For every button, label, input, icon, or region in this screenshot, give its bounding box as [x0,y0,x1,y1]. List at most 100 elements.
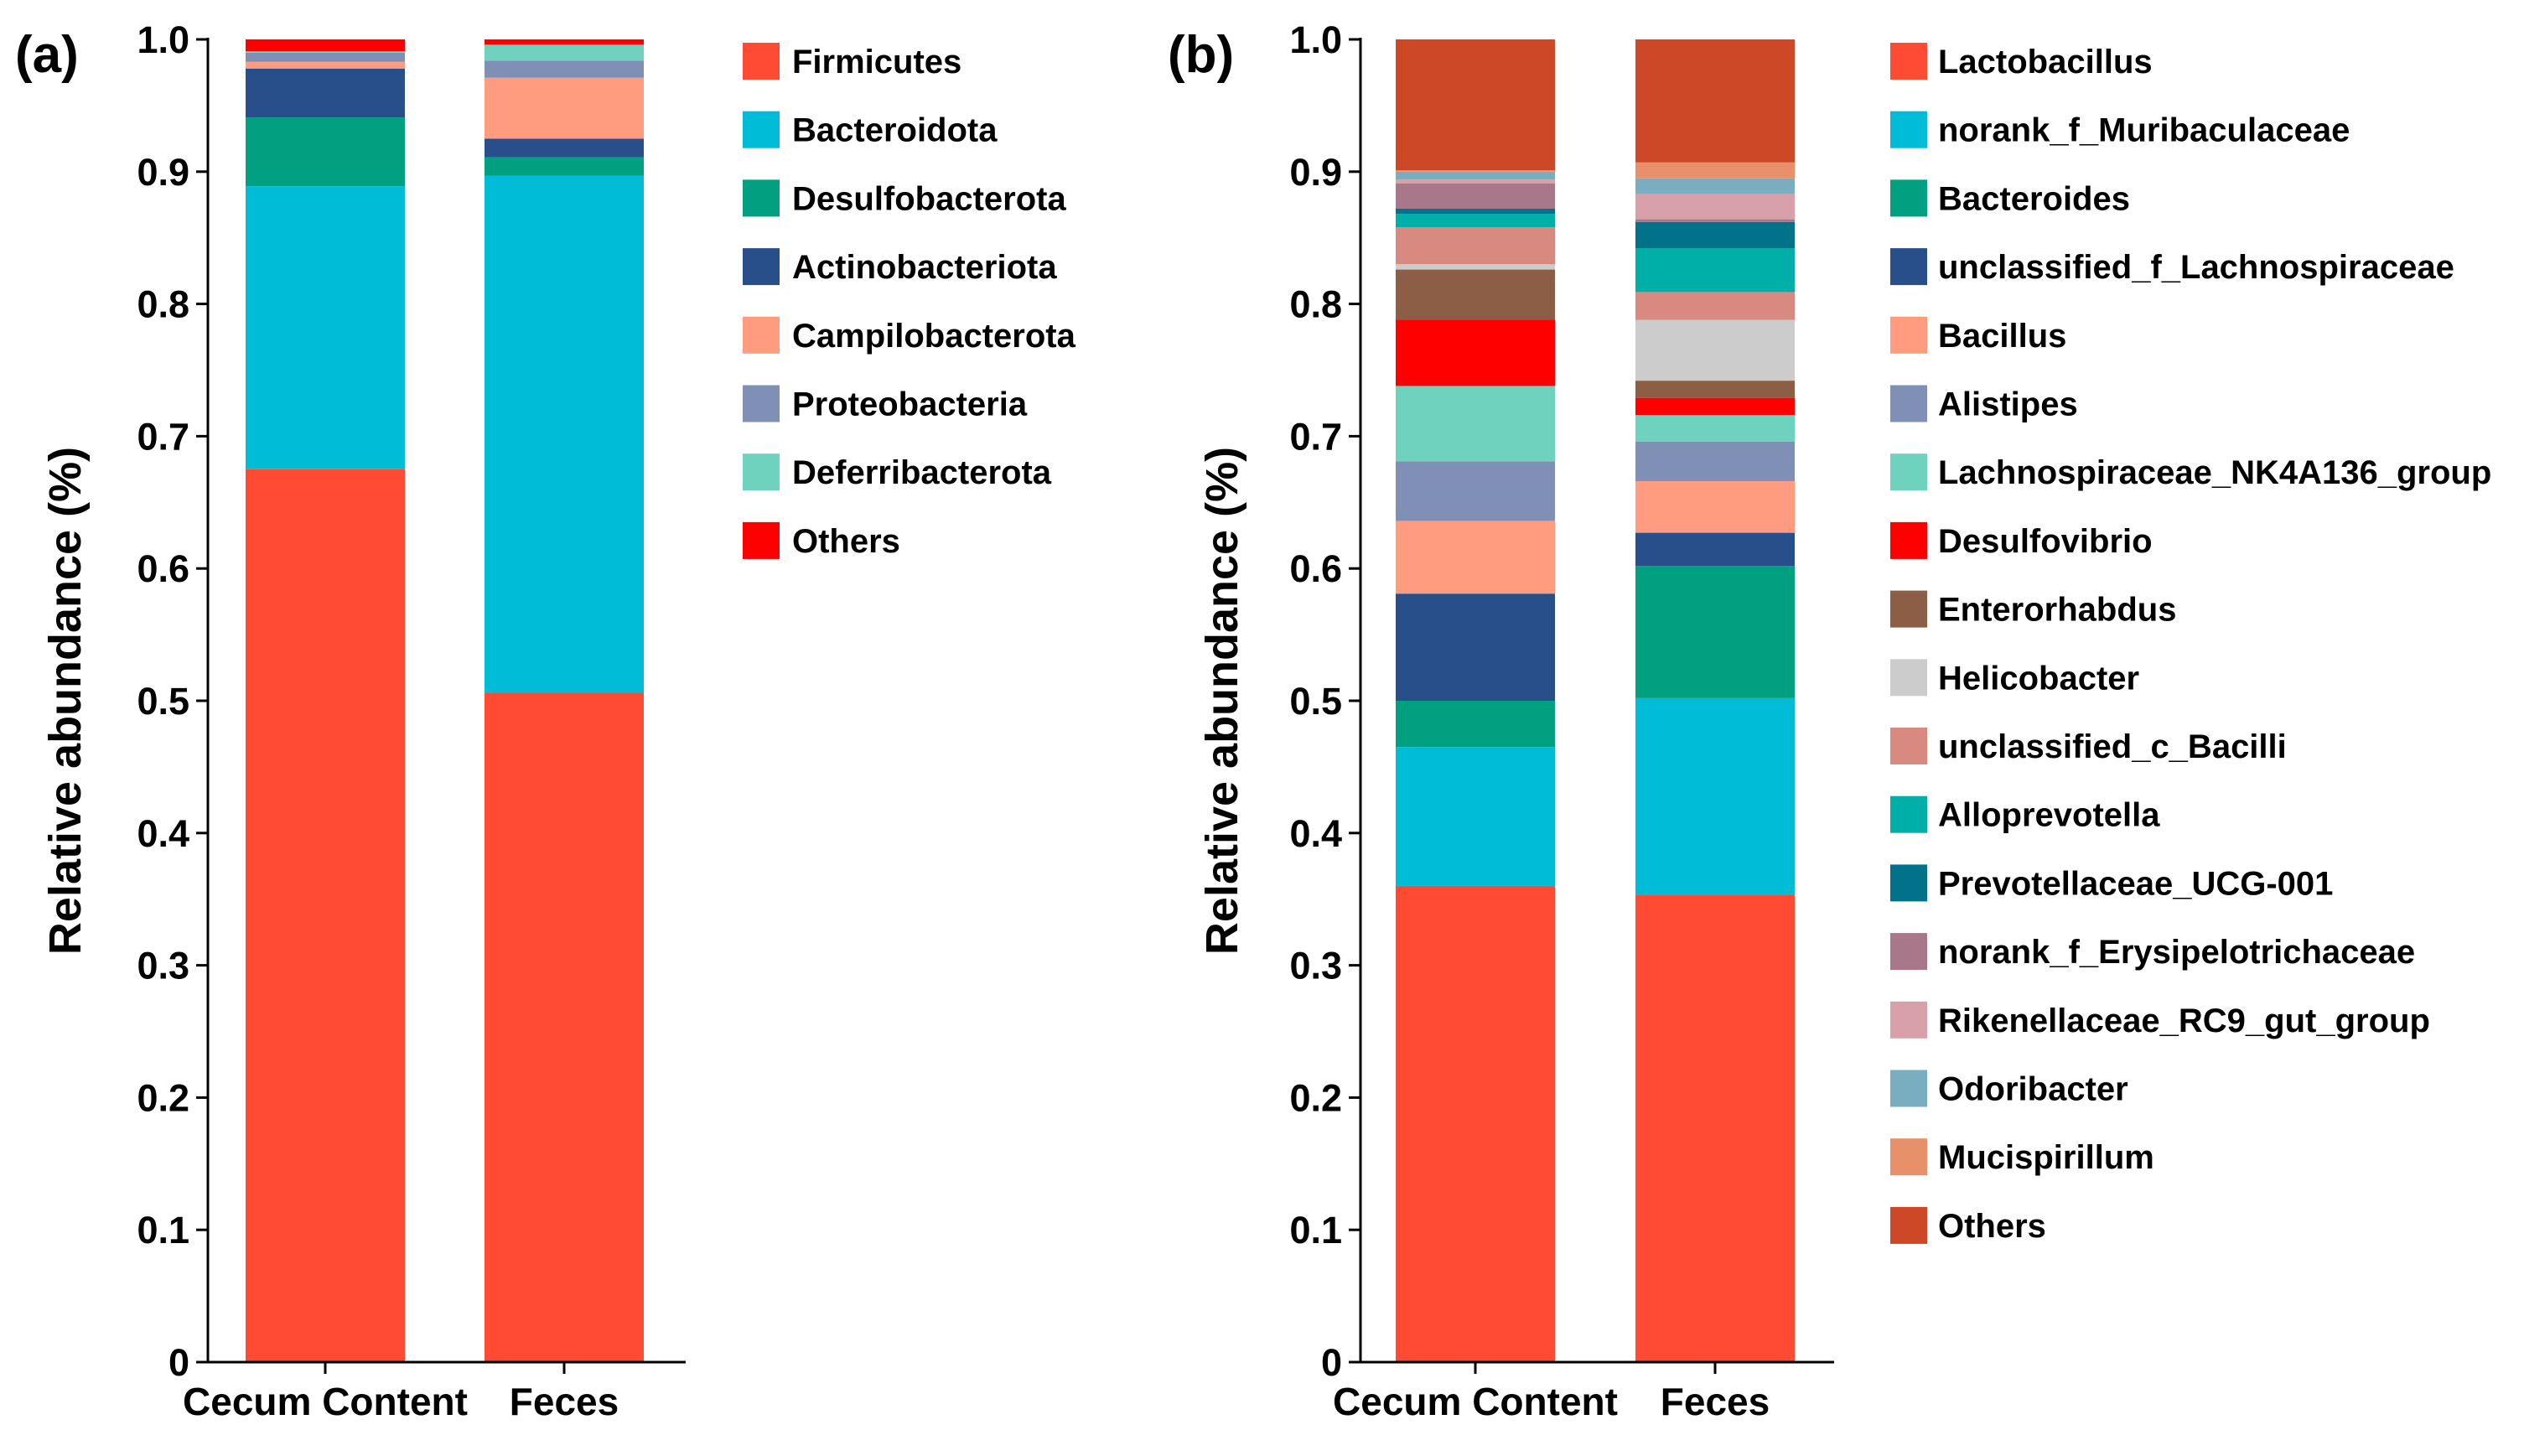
legend-label: Others [792,523,900,560]
y-tick-label: 0.4 [1289,812,1342,855]
legend-swatch [1890,385,1927,422]
bar-segment-2-10 [1635,319,1795,381]
bar-segment-1-3 [246,117,405,187]
y-tick-label: 0.7 [137,415,189,458]
legend-swatch [743,111,780,148]
bar-segment-1-7 [246,51,405,53]
chart-panel-1: (a) 0 0.1 0.2 0.3 0.4 0.5 0.6 0.7 0.8 0.9 1.0 Cecum … [15,18,1076,1423]
legend-swatch [1890,590,1927,628]
legend-label: Campilobacterota [792,318,1076,355]
bar-segment-1-4 [246,68,405,118]
bar-segment-1-6 [1396,461,1555,521]
legend-swatch [743,179,780,217]
legend-label: unclassified_c_Bacilli [1938,728,2287,765]
x-tick-label: Feces [510,1380,619,1423]
legend-swatch [1890,1206,1927,1244]
bar-segment-2-4 [1635,532,1795,567]
y-tick-label: 0 [1321,1341,1342,1384]
legend-label: Bacillus [1938,318,2066,355]
legend-label: Alloprevotella [1938,797,2160,834]
legend-swatch [1890,1070,1927,1107]
legend-label: unclassified_f_Lachnospiraceae [1938,249,2454,286]
legend-label: Desulfovibrio [1938,523,2153,560]
bar-segment-2-5 [1635,481,1795,533]
legend-swatch [1890,453,1927,491]
y-tick-label: 0.7 [1289,415,1342,458]
bar-segment-1-5 [246,61,405,69]
y-tick-label: 1.0 [137,18,189,61]
legend-label: Actinobacteriota [792,249,1057,286]
y-tick-label: 0.8 [1289,283,1342,326]
legend-swatch [743,385,780,422]
x-tick-label: Cecum Content [183,1380,468,1423]
legend-label: Firmicutes [792,44,961,80]
legend-label: Proteobacteria [792,386,1028,423]
bar-segment-2-16 [1635,178,1795,194]
legend-swatch [743,453,780,491]
bar-segment-1-7 [1396,386,1555,462]
bar-segment-1-8 [246,39,405,52]
y-tick-label: 0.5 [137,680,189,723]
y-tick-label: 0.3 [137,945,189,987]
y-tick-label: 0.1 [1289,1209,1342,1251]
x-tick-label: Cecum Content [1333,1380,1618,1423]
bar-segment-2-8 [485,39,644,45]
y-axis-title: Relative abundance (%) [1197,447,1247,955]
bar-segment-1-1 [246,469,405,1362]
bar-segment-2-6 [1635,441,1795,482]
bar-segment-2-2 [1635,697,1795,895]
legend-swatch [743,43,780,80]
y-tick-label: 0.9 [1289,151,1342,194]
legend-label: Enterorhabdus [1938,592,2176,629]
bar-segment-1-1 [1396,885,1555,1362]
y-tick-label: 0.6 [137,547,189,590]
x-tick-label: Feces [1661,1380,1770,1423]
bar-segment-1-4 [1396,593,1555,701]
bar-segment-2-2 [485,175,644,693]
bar-segment-2-4 [485,138,644,158]
bar-segment-1-16 [1396,171,1555,180]
legend-swatch [1890,728,1927,764]
y-axis-title: Relative abundance (%) [40,447,91,955]
legend-label: Rikenellaceae_RC9_gut_group [1938,1003,2430,1039]
bar-segment-2-8 [1635,397,1795,416]
bar-segment-2-1 [1635,894,1795,1362]
legend-swatch [743,316,780,354]
bar-segment-1-3 [1396,701,1555,748]
bar-segment-2-15 [1635,194,1795,220]
bar-segment-1-15 [1396,179,1555,184]
y-tick-label: 0.2 [137,1076,189,1119]
y-tick-label: 1.0 [1289,18,1342,61]
bar-segment-2-5 [485,77,644,139]
y-tick-label: 0.8 [137,283,189,326]
bar-segment-2-7 [485,44,644,61]
legend-swatch [743,248,780,286]
bar-segment-2-11 [1635,292,1795,320]
bar-segment-1-18 [1396,39,1555,171]
legend-swatch [1890,179,1927,217]
legend-label: norank_f_Erysipelotrichaceae [1938,934,2415,971]
bar-segment-1-9 [1396,269,1555,320]
bar-segment-2-7 [1635,415,1795,442]
bar-segment-1-14 [1396,184,1555,209]
bar-segment-1-6 [246,52,405,62]
panel-label: (b) [1168,26,1234,84]
bar-segment-1-13 [1396,208,1555,215]
legend-label: Deferribacterota [792,454,1052,491]
y-tick-label: 0.9 [137,151,189,194]
bar-segment-2-18 [1635,39,1795,163]
bar-segment-2-1 [485,692,644,1362]
bar-segment-1-8 [1396,319,1555,386]
chart-panel-2: (b) 0 0.1 0.2 0.3 0.4 0.5 0.6 0.7 0.8 0.9 1.0 Cecum … [1168,18,2491,1423]
legend-swatch [1890,795,1927,833]
legend-swatch [1890,316,1927,354]
legend-label: Others [1938,1208,2046,1245]
legend-swatch [1890,111,1927,148]
bar-segment-1-2 [1396,747,1555,886]
bar-segment-1-10 [1396,264,1555,270]
bar-segment-2-17 [1635,162,1795,179]
bar-segment-2-3 [1635,566,1795,698]
bar-segment-1-12 [1396,214,1555,228]
legend-swatch [1890,1001,1927,1039]
